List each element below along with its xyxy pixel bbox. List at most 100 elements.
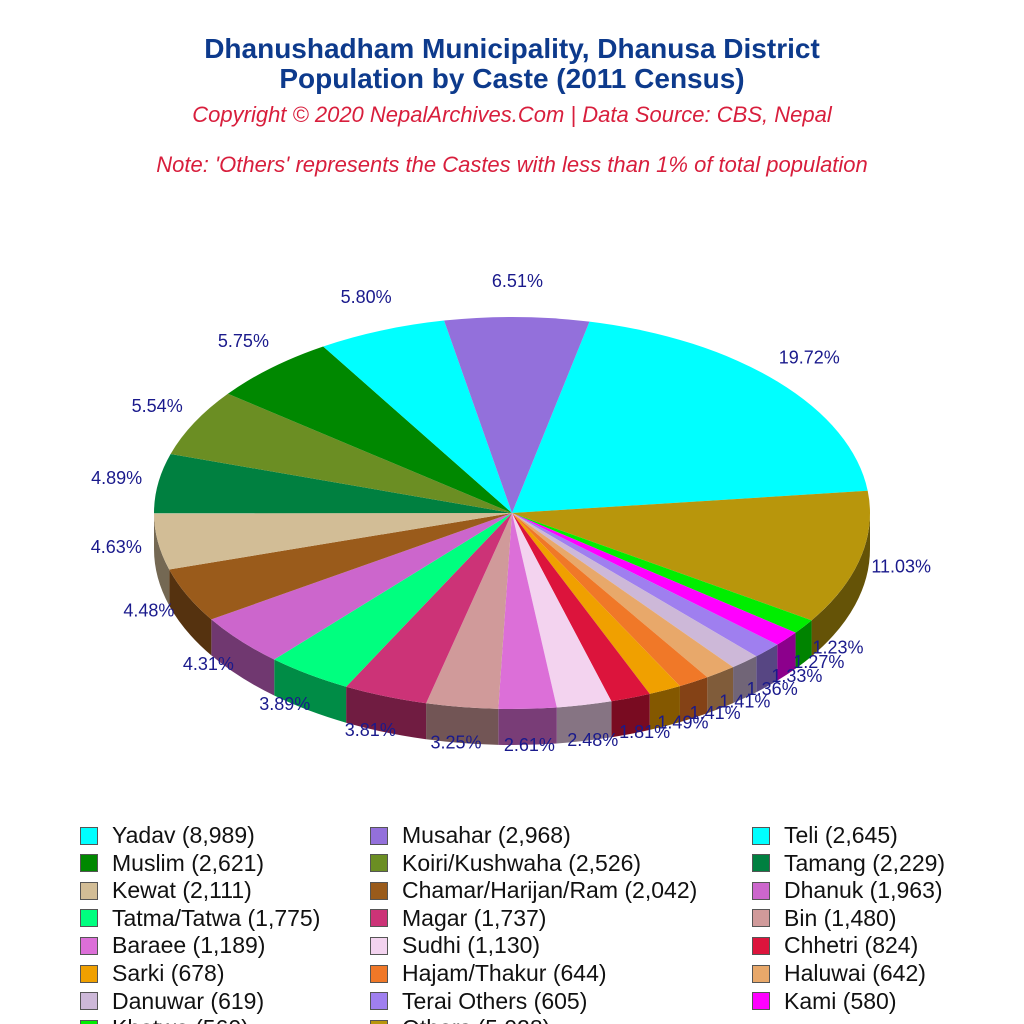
legend-swatch [80, 936, 98, 955]
chart-legend: Yadav (8,989) Musahar (2,968) Teli (2,645)… [80, 822, 1024, 1024]
pie-slice [512, 513, 612, 708]
pie-slice-side [733, 656, 757, 704]
legend-item: Chamar/Harijan/Ram (2,042) [370, 877, 697, 904]
legend-swatch [752, 881, 770, 900]
legend-swatch [80, 854, 98, 873]
legend-label: Muslim (2,621) [112, 849, 265, 876]
pie-slice [512, 513, 778, 657]
pie-slice-side [795, 620, 812, 669]
legend-swatch [752, 909, 770, 928]
legend-swatch [80, 964, 98, 983]
legend-label: Chamar/Harijan/Ram (2,042) [402, 877, 698, 904]
pie-chart: 19.72%11.03%1.23%1.27%1.33%1.36%1.41%1.4… [91, 271, 931, 755]
pie-slice [444, 317, 590, 513]
legend-label: Yadav (8,989) [112, 822, 255, 848]
legend-swatch [370, 936, 388, 955]
pie-slice-side [756, 644, 778, 693]
legend-swatch [370, 909, 388, 928]
legend-item: Others (5,028) [370, 1015, 550, 1024]
legend-item: Musahar (2,968) [370, 822, 571, 849]
legend-swatch [80, 909, 98, 928]
pie-percent-label: 11.03% [871, 557, 931, 577]
legend-swatch [80, 1019, 98, 1024]
pie-slice-side [611, 693, 650, 738]
legend-item: Magar (1,737) [370, 905, 546, 932]
pie-percent-label: 4.89% [91, 468, 142, 488]
pie-slice-side [707, 667, 734, 714]
legend-label: Bin (1,480) [784, 904, 897, 931]
legend-label: Hajam/Thakur (644) [402, 960, 607, 986]
legend-label: Teli (2,645) [784, 822, 898, 848]
pie-percent-label: 3.89% [259, 694, 310, 714]
legend-label: Others (5,028) [402, 1015, 550, 1024]
legend-swatch [752, 964, 770, 983]
pie-percent-label: 1.36% [747, 679, 798, 699]
legend-item: Tamang (2,229) [752, 850, 945, 877]
legend-item: Kami (580) [752, 988, 896, 1015]
pie-slice [211, 513, 513, 660]
legend-label: Khatwe (560) [112, 1015, 249, 1024]
pie-percent-label: 5.75% [218, 331, 269, 351]
legend-item: Sarki (678) [80, 960, 224, 987]
legend-item: Yadav (8,989) [80, 822, 255, 849]
legend-label: Baraee (1,189) [112, 932, 266, 959]
pie-slice-side [556, 701, 612, 744]
legend-item: Danuwar (619) [80, 988, 264, 1015]
pie-slice-side [679, 677, 708, 723]
pie-slice-side [211, 619, 275, 696]
pie-percent-label: 1.41% [690, 703, 741, 723]
legend-label: Tamang (2,229) [784, 849, 946, 876]
pie-slice-side [169, 569, 212, 656]
pie-percent-label: 4.48% [123, 600, 174, 620]
pie-slice-side [346, 686, 427, 740]
pie-labels: 19.72%11.03%1.23%1.27%1.33%1.36%1.41%1.4… [91, 271, 931, 755]
legend-label: Danuwar (619) [112, 987, 265, 1014]
pie-slice-side [498, 707, 557, 745]
pie-slice [169, 513, 512, 620]
pie-percent-label: 3.81% [345, 720, 396, 740]
pie-slice-side [649, 686, 680, 730]
legend-item: Chhetri (824) [752, 932, 918, 959]
legend-item: Dhanuk (1,963) [752, 877, 943, 904]
legend-swatch [370, 992, 388, 1011]
legend-label: Musahar (2,968) [402, 822, 571, 848]
pie-slice [346, 513, 512, 704]
legend-item: Tatma/Tatwa (1,775) [80, 905, 320, 932]
legend-label: Sudhi (1,130) [402, 932, 541, 959]
pie-slice [512, 513, 796, 645]
legend-item: Baraee (1,189) [80, 932, 265, 959]
legend-swatch [80, 992, 98, 1011]
pie-slice [426, 513, 512, 709]
legend-item: Hajam/Thakur (644) [370, 960, 607, 987]
pie-slice [227, 346, 512, 513]
pie-slice [154, 453, 513, 514]
pie-slice [498, 513, 557, 709]
legend-label: Tatma/Tatwa (1,775) [112, 904, 321, 931]
pie-slice [512, 490, 870, 621]
legend-swatch [80, 826, 98, 845]
legend-swatch [370, 881, 388, 900]
pie-top-faces [154, 317, 870, 709]
pie-slice [274, 513, 512, 687]
legend-label: Sarki (678) [112, 960, 225, 986]
legend-item: Sudhi (1,130) [370, 932, 540, 959]
pie-slice [512, 513, 812, 633]
pie-slice-side [274, 659, 347, 723]
legend-item: Terai Others (605) [370, 988, 587, 1015]
pie-slice-side [811, 513, 870, 657]
pie-slice-side [426, 703, 499, 745]
legend-label: Haluwai (642) [784, 960, 926, 986]
pie-percent-label: 1.27% [793, 652, 844, 672]
pie-slice [512, 513, 734, 678]
legend-item: Haluwai (642) [752, 960, 926, 987]
chart-title-line2: Population by Caste (2011 Census) [279, 63, 745, 94]
pie-slice [154, 513, 512, 570]
legend-swatch [752, 992, 770, 1011]
legend-swatch [752, 854, 770, 873]
chart-subtitle: Copyright © 2020 NepalArchives.Com | Dat… [192, 102, 832, 127]
pie-percent-label: 2.61% [504, 735, 555, 755]
pie-percent-label: 3.25% [431, 733, 482, 753]
pie-percent-label: 1.23% [812, 637, 863, 657]
pie-slice-side [154, 513, 170, 606]
pie-percent-label: 1.33% [771, 666, 822, 686]
